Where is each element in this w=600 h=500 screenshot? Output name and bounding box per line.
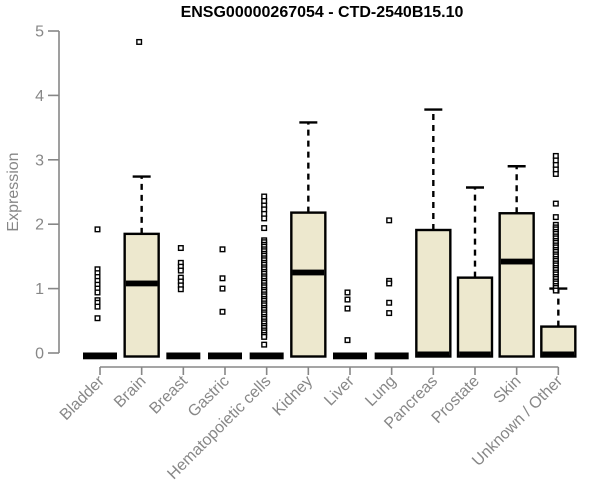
box-rect: [123, 232, 160, 358]
x-tick-label-7: Lung: [362, 373, 399, 410]
outlier-point: [94, 289, 101, 296]
y-tick-label: 4: [35, 88, 44, 105]
outlier-point: [261, 333, 268, 340]
x-tick-label-5: Kidney: [270, 373, 317, 420]
outlier-point: [136, 38, 143, 45]
outliers-brain: [136, 38, 143, 45]
y-tick-label: 3: [35, 152, 44, 169]
outlier-point: [219, 285, 226, 292]
collapsed-box: [83, 352, 117, 360]
x-tick-label-0: Bladder: [57, 372, 108, 423]
outliers-breast: [177, 245, 184, 293]
outlier-point: [261, 215, 268, 222]
outlier-point: [219, 275, 226, 282]
box-gastric: [207, 352, 242, 360]
outlier-point: [94, 315, 101, 322]
outlier-point: [177, 286, 184, 293]
y-tick-label: 0: [35, 346, 44, 363]
outlier-point: [386, 299, 393, 306]
outliers-unknown-other: [552, 152, 559, 294]
y-tick-label: 5: [35, 24, 44, 41]
median-line: [125, 280, 158, 287]
outlier-point: [344, 296, 351, 303]
box-pancreas: [415, 108, 452, 358]
collapsed-box: [332, 352, 367, 360]
median-line: [542, 351, 575, 358]
box-rect: [456, 276, 494, 358]
box-unknown-other: [540, 287, 577, 358]
outliers-bladder: [94, 226, 101, 322]
outlier-point: [261, 225, 268, 232]
outlier-point: [552, 214, 559, 221]
y-axis: 0 1 2 3 4 5: [35, 24, 60, 363]
collapsed-box: [374, 352, 409, 360]
outlier-point: [552, 200, 559, 207]
median-line: [292, 269, 325, 276]
outlier-point: [344, 337, 351, 344]
outliers-lung: [386, 217, 393, 317]
outliers-liver: [344, 289, 351, 344]
outlier-point: [344, 289, 351, 296]
outlier-point: [94, 303, 101, 310]
box-lung: [374, 352, 409, 360]
outlier-point: [552, 170, 559, 177]
median-line: [417, 351, 450, 358]
box-hematopoietic-cells: [249, 352, 284, 360]
outliers-hematopoietic-cells: [261, 193, 268, 348]
x-tick-label-10: Skin: [490, 373, 524, 407]
outlier-point: [552, 287, 559, 294]
outlier-point: [219, 246, 226, 253]
box-rect: [290, 211, 327, 358]
box-liver: [332, 352, 367, 360]
x-tick-label-1: Brain: [111, 373, 149, 411]
chart-title: ENSG00000267054 - CTD-2540B15.10: [180, 4, 464, 21]
box-skin: [498, 165, 535, 358]
box-kidney: [290, 121, 327, 358]
outlier-point: [177, 267, 184, 274]
outlier-point: [219, 308, 226, 315]
box-breast: [166, 352, 201, 360]
box-brain: [123, 175, 160, 358]
outlier-point: [177, 245, 184, 252]
y-axis-label: Expression: [5, 152, 22, 232]
outlier-point: [386, 310, 393, 317]
box-rect: [498, 212, 535, 358]
collapsed-box: [249, 352, 284, 360]
median-line: [459, 351, 491, 358]
collapsed-box: [166, 352, 201, 360]
median-line: [500, 258, 533, 265]
x-tick-label-2: Breast: [146, 372, 191, 417]
outliers-gastric: [219, 246, 226, 315]
outlier-point: [344, 305, 351, 312]
box-prostate: [456, 186, 494, 358]
box-rect: [415, 228, 452, 358]
outlier-point: [386, 280, 393, 287]
outlier-point: [261, 341, 268, 348]
box-bladder: [83, 352, 117, 360]
outlier-point: [94, 226, 101, 233]
x-tick-label-6: Liver: [321, 372, 358, 409]
y-tick-label: 2: [35, 217, 44, 234]
outlier-point: [386, 217, 393, 224]
collapsed-box: [207, 352, 242, 360]
y-tick-label: 1: [35, 281, 44, 298]
